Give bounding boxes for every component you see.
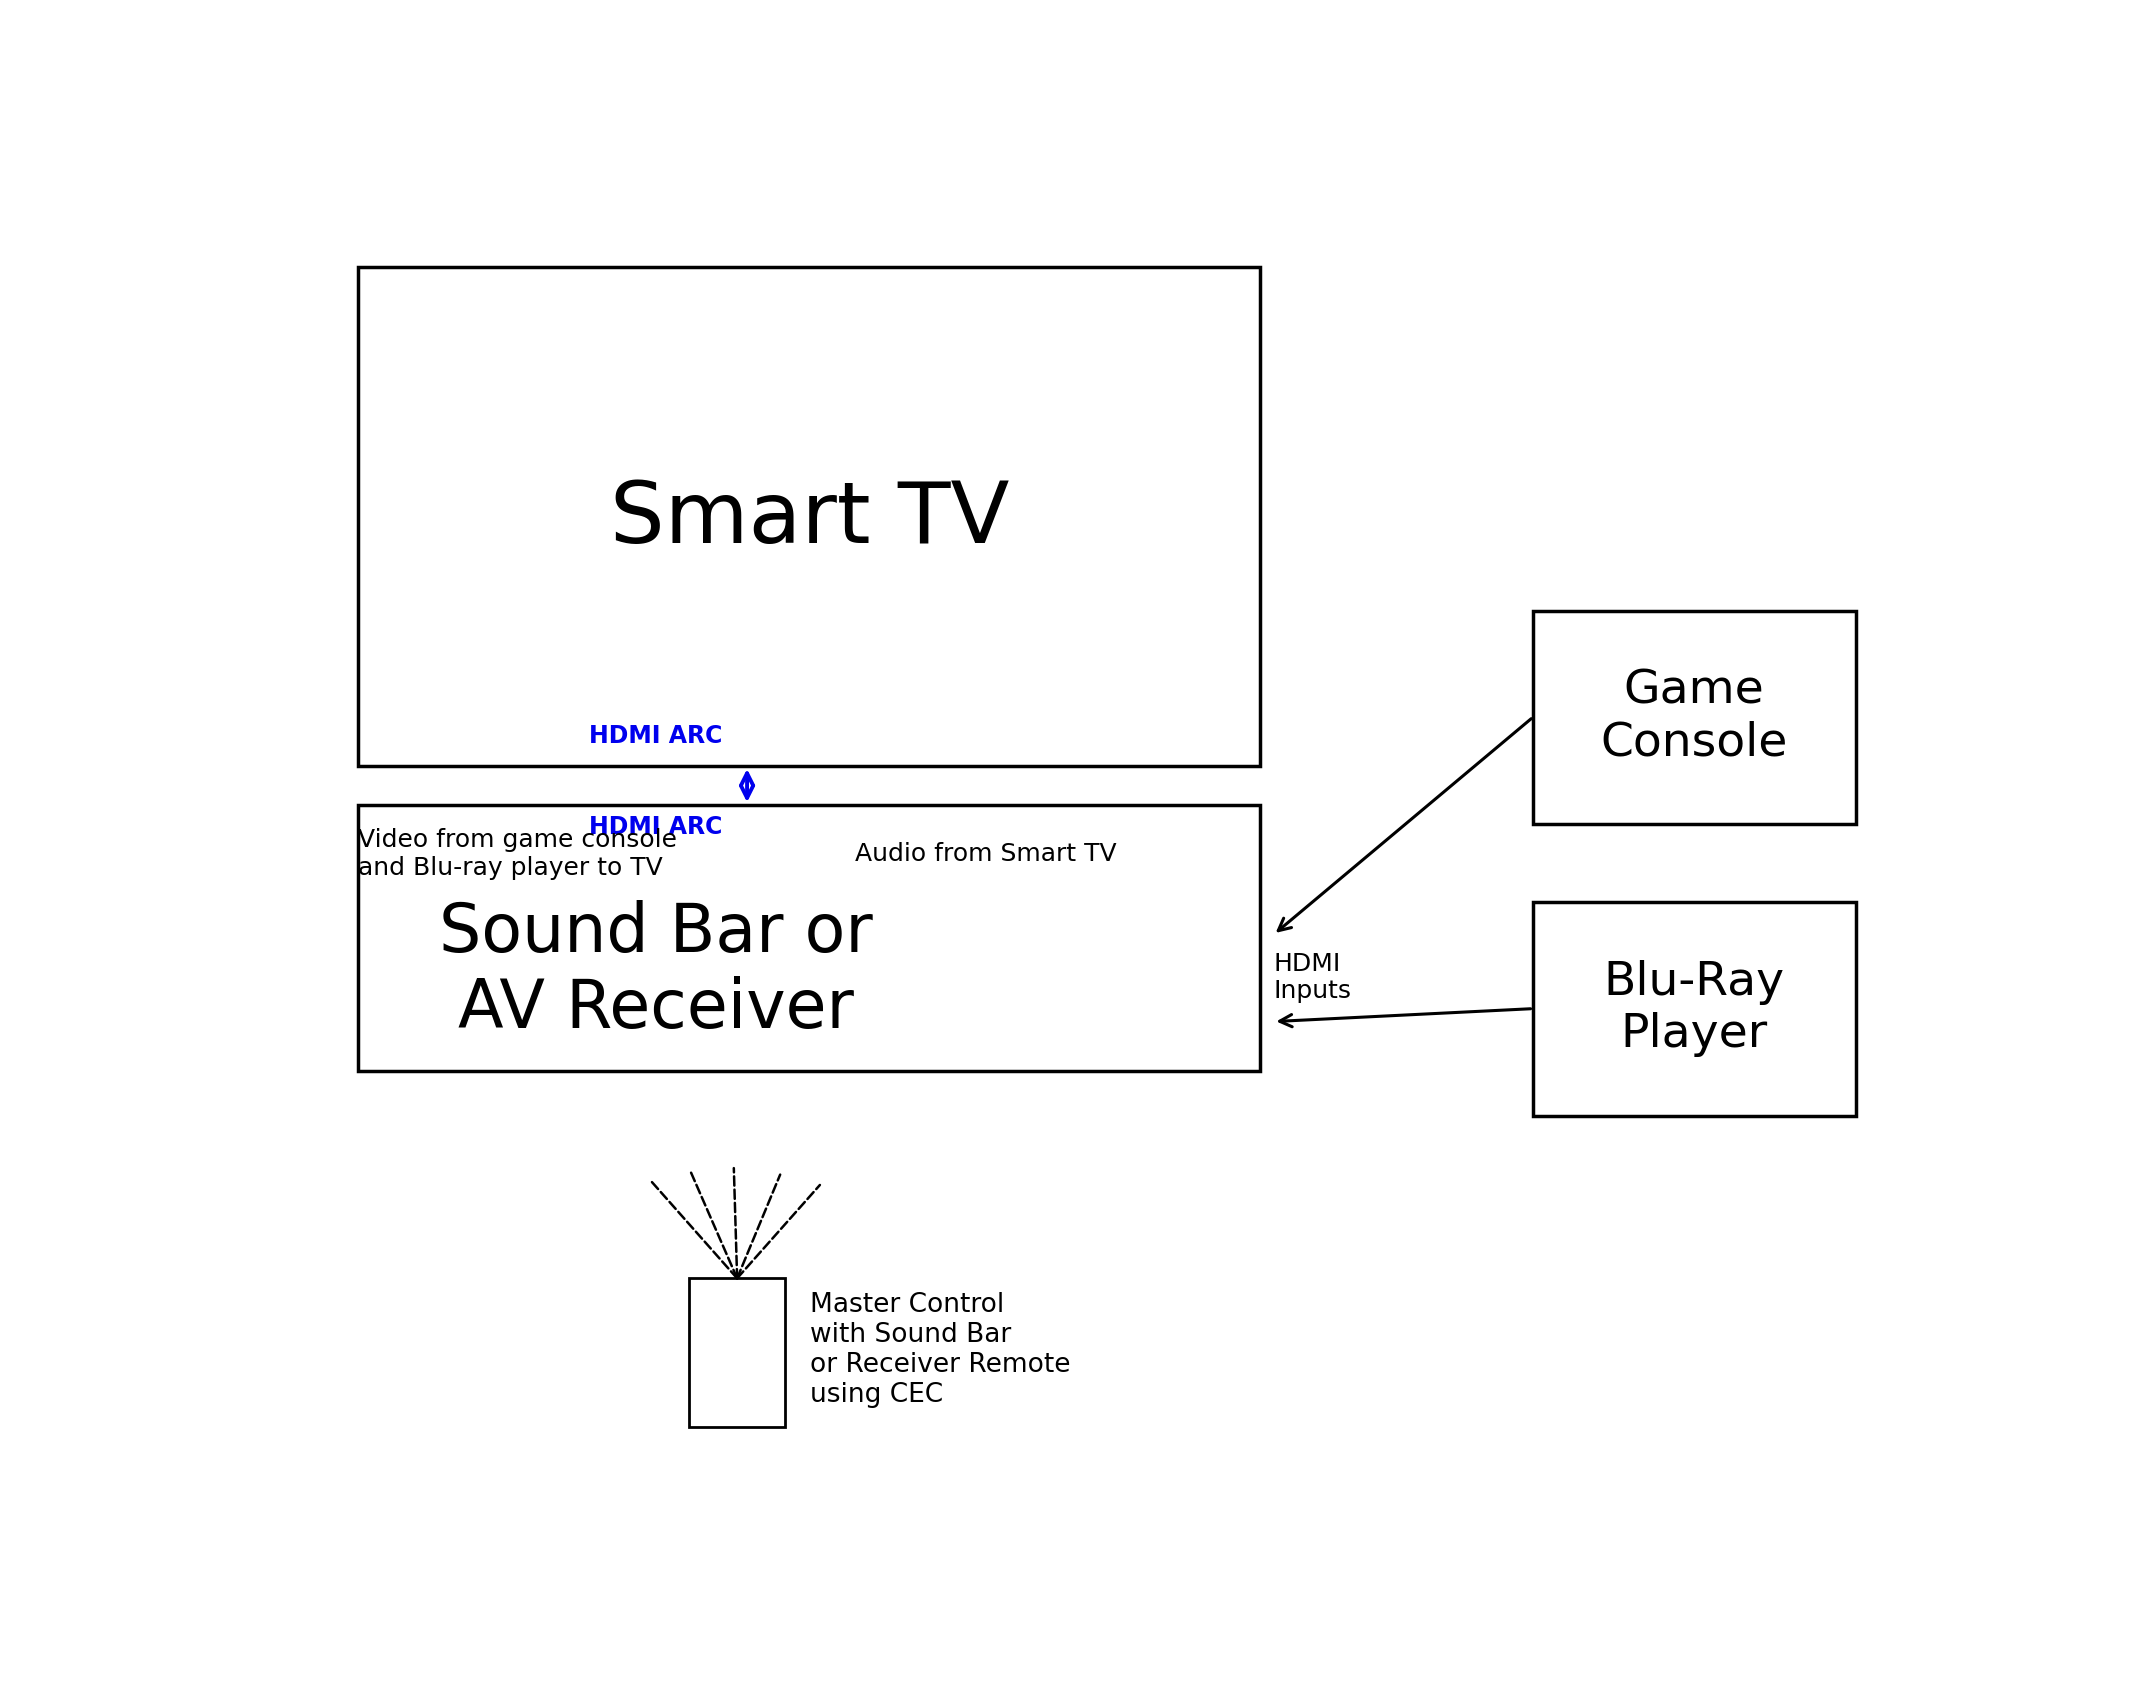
Bar — [359, 805, 1260, 1071]
Text: Audio from Smart TV: Audio from Smart TV — [854, 842, 1117, 866]
Text: HDMI ARC: HDMI ARC — [590, 724, 722, 748]
Text: Master Control
with Sound Bar
or Receiver Remote
using CEC: Master Control with Sound Bar or Receive… — [810, 1292, 1070, 1408]
Text: Game
Console: Game Console — [1600, 669, 1788, 765]
Text: Blu-Ray
Player: Blu-Ray Player — [1604, 960, 1784, 1058]
Text: HDMI
Inputs: HDMI Inputs — [1273, 951, 1352, 1004]
Bar — [1534, 903, 1856, 1116]
Text: Sound Bar or
AV Receiver: Sound Bar or AV Receiver — [440, 899, 874, 1042]
Bar — [1534, 611, 1856, 825]
Text: Smart TV: Smart TV — [611, 478, 1010, 561]
Text: Video from game console
and Blu-ray player to TV: Video from game console and Blu-ray play… — [359, 829, 677, 881]
Text: HDMI ARC: HDMI ARC — [590, 815, 722, 839]
Bar — [690, 1278, 786, 1428]
Bar — [359, 266, 1260, 766]
